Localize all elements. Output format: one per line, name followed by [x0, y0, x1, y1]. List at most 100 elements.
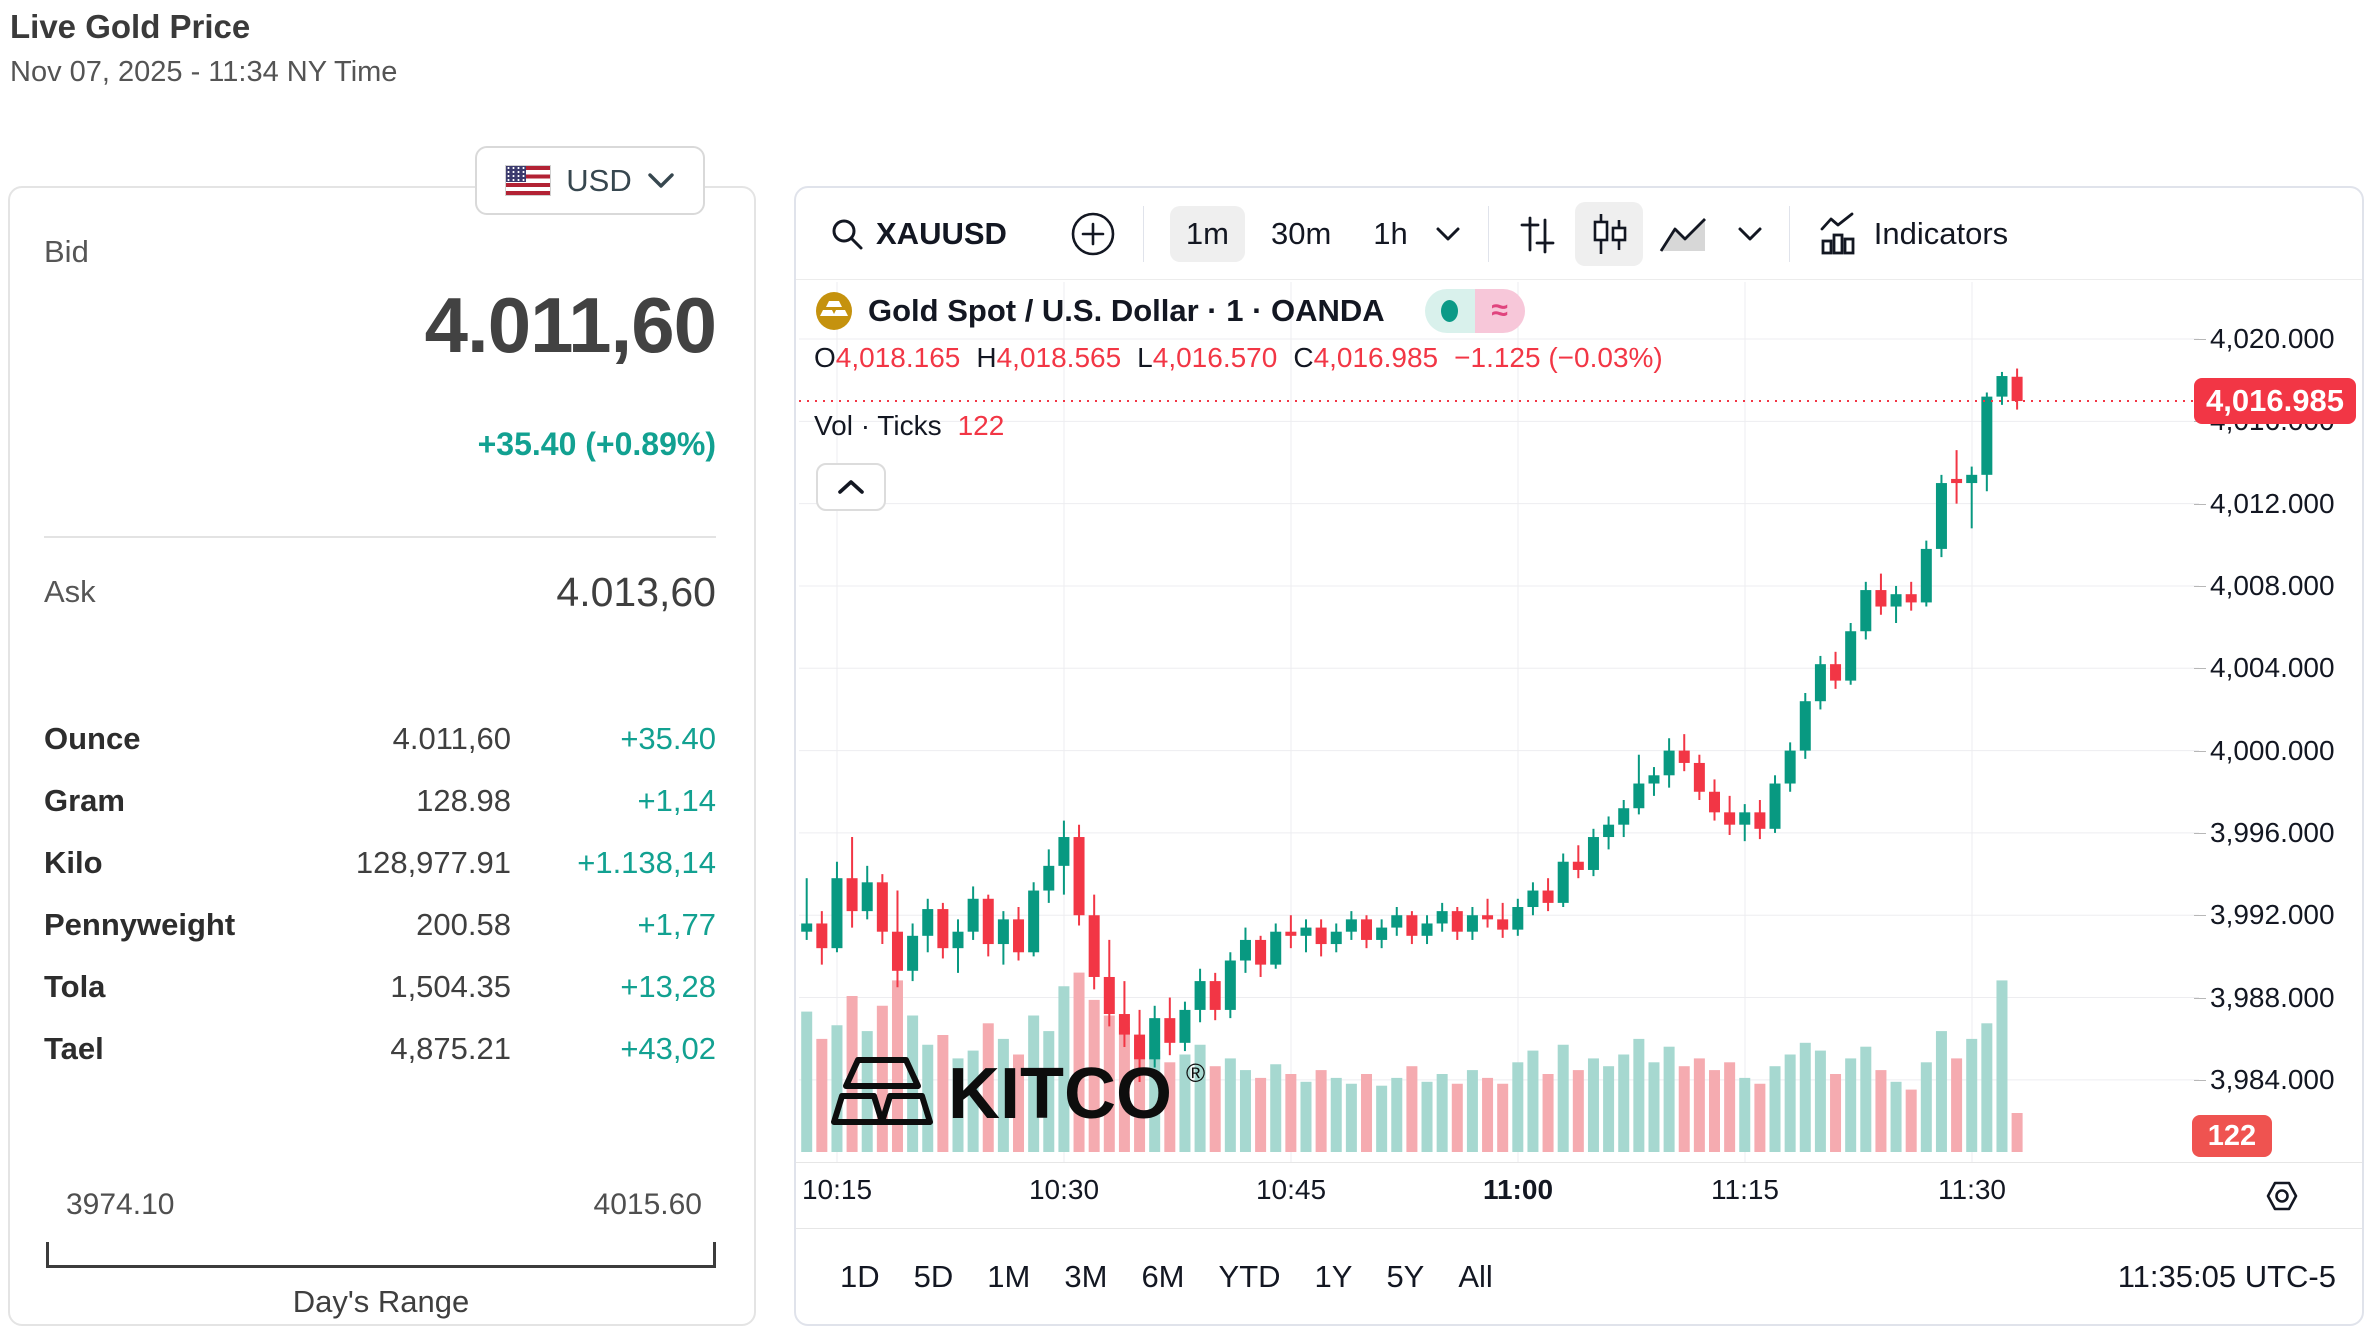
time-tick-label: 10:15	[801, 1174, 873, 1205]
time-tick-label: 10:30	[1028, 1174, 1100, 1205]
kitco-watermark: KITCO ®	[830, 1056, 1205, 1132]
unit-change: +1.138,14	[577, 845, 716, 880]
unit-change: +1,14	[637, 783, 716, 818]
range-button-ytd[interactable]: YTD	[1218, 1259, 1281, 1294]
toolbar-divider	[1487, 205, 1489, 262]
interval-button-1m[interactable]: 1m	[1169, 205, 1245, 262]
vol-ticks-label: Vol · Ticks	[814, 410, 942, 441]
volume-badge: 122	[2192, 1115, 2272, 1157]
gold-coin-icon	[816, 292, 852, 330]
unit-row: Ounce 4.011,60 +35.40	[44, 708, 716, 770]
symbol-label: XAUUSD	[876, 215, 1007, 251]
approx-icon: ≈	[1474, 289, 1525, 333]
candle-adjust-button[interactable]	[1515, 212, 1559, 256]
unit-label: Pennyweight	[44, 907, 236, 942]
candlestick-chart[interactable]	[799, 282, 2199, 1162]
unit-label: Ounce	[44, 721, 141, 756]
price-tick-label: 4,000.000	[2210, 734, 2335, 766]
range-button-all[interactable]: All	[1458, 1259, 1493, 1294]
adjust-sliders-icon	[1520, 216, 1555, 253]
interval-button-30m[interactable]: 30m	[1270, 215, 1332, 251]
price-tick-mark	[2194, 915, 2206, 917]
range-button-6m[interactable]: 6M	[1141, 1259, 1185, 1294]
range-button-1d[interactable]: 1D	[840, 1259, 880, 1294]
time-tick-label: 11:00	[1482, 1174, 1554, 1205]
close-value: 4,016.985	[1313, 342, 1439, 373]
change-value: −1.125 (−0.03%)	[1454, 342, 1663, 373]
market-status-toggle[interactable]: ≈	[1424, 289, 1525, 333]
candlestick-icon	[1593, 213, 1627, 254]
clock-label: 11:35:05 UTC-5	[2117, 1259, 2336, 1294]
kitco-bars-icon	[831, 1057, 933, 1125]
chart-toolbar: XAUUSD 1m 30m 1h	[796, 188, 2362, 280]
price-tick-label: 3,992.000	[2210, 899, 2335, 931]
price-tick-label: 3,988.000	[2210, 981, 2335, 1013]
live-dot-icon	[1424, 289, 1475, 333]
kitco-wordmark: KITCO	[948, 1054, 1172, 1134]
unit-value: 128.98	[416, 783, 511, 818]
unit-value: 128,977.91	[355, 845, 511, 880]
days-range-label: Day's Range	[292, 1284, 470, 1319]
chart-panel: XAUUSD 1m 30m 1h	[794, 186, 2364, 1326]
expand-button[interactable]	[816, 463, 886, 511]
price-tick-mark	[2194, 1079, 2206, 1081]
range-button-3m[interactable]: 3M	[1064, 1259, 1108, 1294]
price-tick-label: 4,004.000	[2210, 652, 2335, 684]
time-tick-label: 10:45	[1255, 1174, 1327, 1205]
indicators-icon	[1820, 212, 1855, 254]
indicators-button[interactable]: Indicators	[1816, 211, 2008, 257]
chevron-down-icon	[1738, 227, 1762, 240]
price-tick-label: 4,020.000	[2210, 323, 2335, 354]
axis-settings-icon[interactable]	[2264, 1178, 2300, 1214]
compare-add-button[interactable]	[1069, 210, 1117, 258]
range-button-5d[interactable]: 5D	[913, 1259, 954, 1294]
chart-legend: Gold Spot / U.S. Dollar · 1 · OANDA ≈ O4…	[814, 289, 1663, 442]
page-title: Live Gold Price	[10, 8, 251, 45]
range-high: 4015.60	[593, 1188, 702, 1221]
unit-change: +35.40	[620, 721, 716, 756]
range-button-1m[interactable]: 1M	[987, 1259, 1031, 1294]
area-chart-icon	[1659, 217, 1706, 252]
chart-style-candles-button[interactable]	[1574, 201, 1643, 266]
price-tick-mark	[2194, 339, 2206, 340]
bid-price: 4.011,60	[424, 281, 717, 369]
price-tick-label: 4,012.000	[2210, 487, 2335, 519]
bottom-bar: 1D 5D 1M 3M 6M YTD 1Y 5Y All 11:35:05 UTC-5	[796, 1228, 2362, 1324]
unit-label: Tola	[44, 969, 106, 1004]
chart-style-menu-button[interactable]	[1737, 226, 1763, 242]
price-tick-mark	[2194, 832, 2206, 834]
interval-menu-button[interactable]	[1434, 225, 1462, 243]
days-range-values: 3974.10 4015.60	[66, 1188, 702, 1222]
page-subtitle: Nov 07, 2025 - 11:34 NY Time	[10, 56, 398, 88]
unit-row: Pennyweight 200.58 +1,77	[44, 894, 716, 956]
price-tick-label: 3,984.000	[2210, 1063, 2335, 1095]
unit-row: Kilo 128,977.91 +1.138,14	[44, 832, 716, 894]
volume-readout: Vol · Ticks 122	[814, 410, 1663, 442]
unit-label: Tael	[44, 1031, 104, 1066]
unit-change: +1,77	[637, 907, 716, 942]
chart-style-area-button[interactable]	[1643, 203, 1723, 265]
low-value: 4,016.570	[1152, 342, 1278, 373]
price-tick-mark	[2194, 668, 2206, 670]
currency-selector[interactable]: USD	[475, 146, 705, 215]
open-value: 4,018.165	[835, 342, 961, 373]
unit-row: Gram 128.98 +1,14	[44, 770, 716, 832]
interval-button-1h[interactable]: 1h	[1373, 215, 1408, 251]
range-bracket	[46, 1242, 716, 1268]
time-tick-label: 11:15	[1711, 1174, 1779, 1205]
range-button-1y[interactable]: 1Y	[1314, 1259, 1353, 1294]
range-button-5y[interactable]: 5Y	[1386, 1259, 1425, 1294]
unit-value: 4.011,60	[392, 721, 511, 756]
chevron-up-icon	[838, 480, 864, 494]
ohlc-readout: O4,018.165 H4,018.565 L4,016.570 C4,016.…	[814, 342, 1663, 373]
unit-label: Gram	[44, 783, 125, 818]
unit-change: +43,02	[620, 1031, 716, 1066]
symbol-search-button[interactable]: XAUUSD	[830, 216, 1007, 252]
price-tick-label: 3,996.000	[2210, 816, 2335, 848]
ask-row: Ask 4.013,60	[44, 560, 716, 624]
unit-value: 1,504.35	[390, 969, 511, 1004]
registered-mark: ®	[1185, 1058, 1206, 1088]
time-axis-separator	[796, 1162, 2362, 1163]
currency-label: USD	[566, 162, 632, 198]
unit-value: 4,875.21	[390, 1031, 511, 1066]
